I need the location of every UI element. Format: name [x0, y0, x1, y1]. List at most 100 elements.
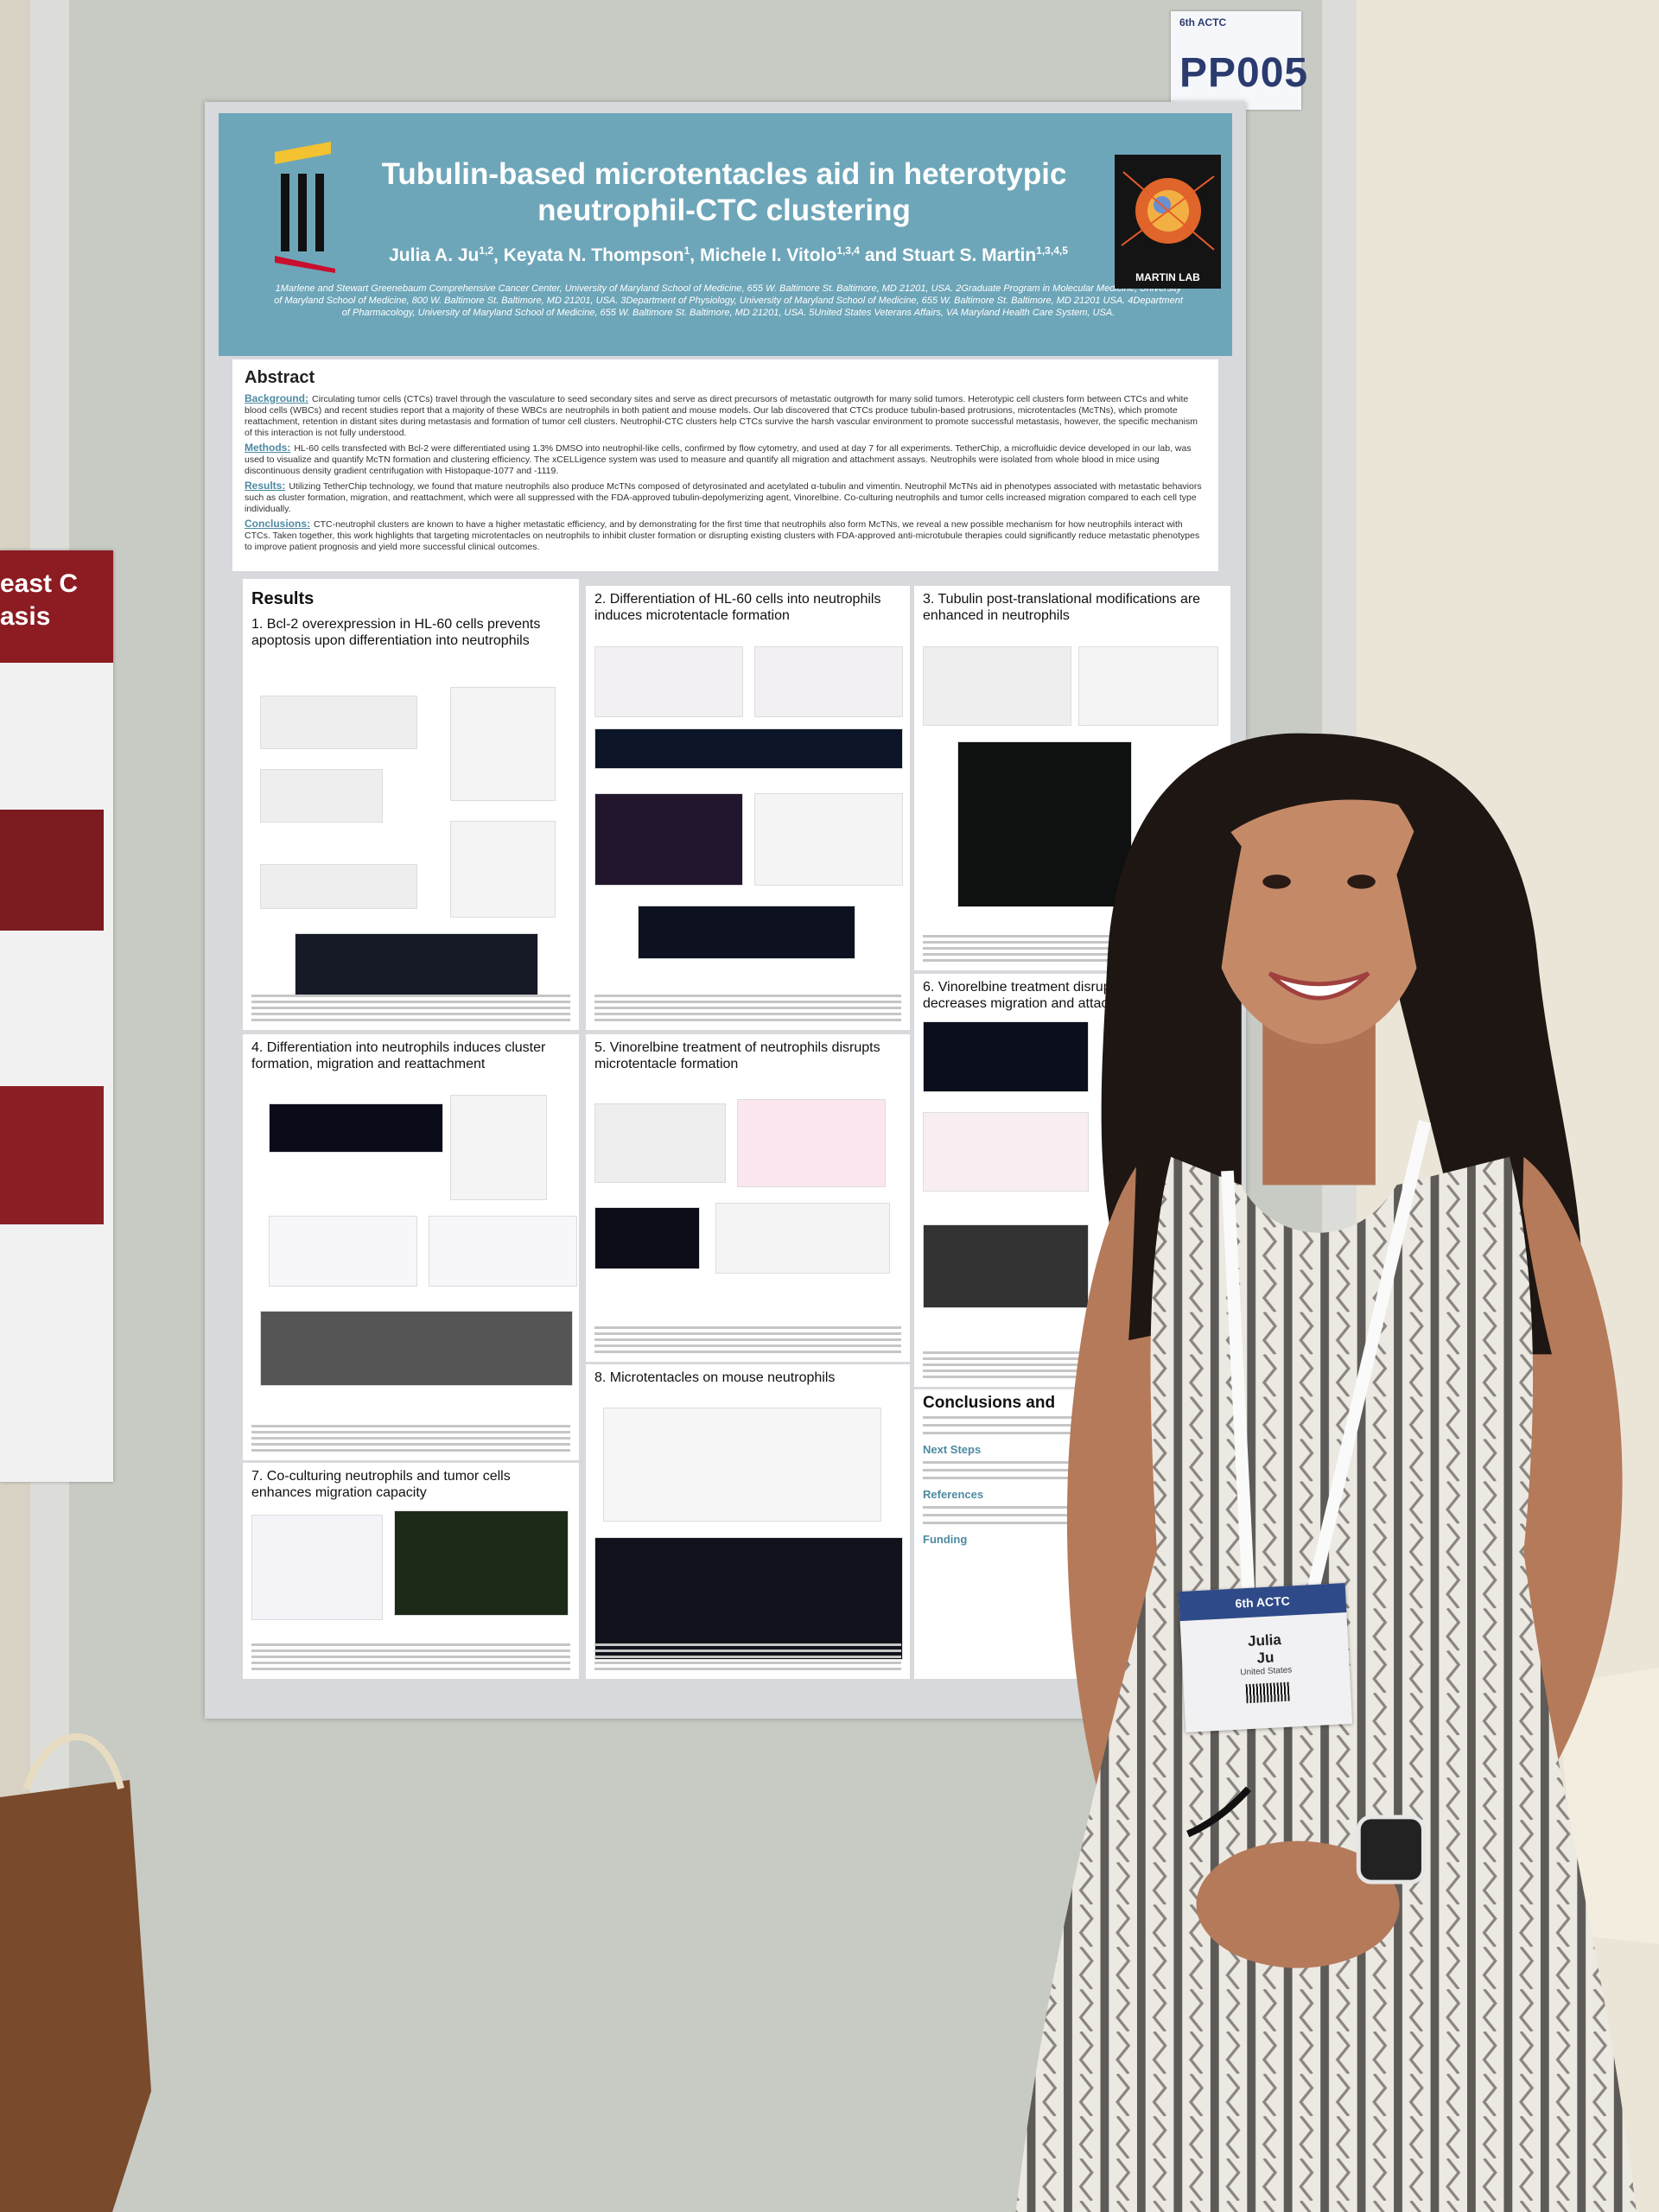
- abstract-text: HL-60 cells transfected with Bcl-2 were …: [245, 443, 1192, 476]
- caption-line: [923, 1370, 1222, 1372]
- bullet-line: [923, 1477, 1113, 1479]
- figure: [594, 646, 743, 717]
- figure: [957, 741, 1132, 907]
- caption-line: [594, 1351, 901, 1353]
- caption-line: [251, 1443, 570, 1446]
- caption-line: [251, 1643, 570, 1646]
- abstract-label: Results:: [245, 480, 286, 492]
- figure: [260, 696, 417, 749]
- figure: [715, 1203, 890, 1274]
- barcode: [1245, 1681, 1290, 1704]
- abstract-label: Methods:: [245, 442, 291, 454]
- figure: [754, 646, 903, 717]
- lab-logo-image: [1121, 171, 1215, 251]
- booth-label: 6th ACTC PP005: [1171, 11, 1307, 110]
- figure: [394, 1510, 569, 1616]
- bullet-line: [923, 1514, 1147, 1516]
- lanyard: [1221, 1120, 1432, 1596]
- figure: [923, 1021, 1089, 1092]
- caption-line: [594, 1332, 901, 1335]
- lab-name: MARTIN LAB: [1135, 271, 1200, 283]
- caption-line: [923, 1351, 1222, 1354]
- neighbor-title: east C: [0, 569, 79, 598]
- section-title: 3. Tubulin post-translational modificati…: [923, 592, 1201, 623]
- caption-line: [594, 1013, 901, 1015]
- author-name: and Stuart S. Martin: [859, 245, 1037, 265]
- author-name: Julia A. Ju: [389, 245, 480, 265]
- university-logo: [275, 142, 335, 273]
- abstract-text: CTC-neutrophil clusters are known to hav…: [245, 519, 1200, 552]
- result-panel: 4. Differentiation into neutrophils indu…: [243, 1034, 579, 1460]
- caption-line: [923, 935, 1222, 938]
- caption-line: [251, 1662, 570, 1664]
- caption-line: [594, 1656, 901, 1658]
- caption-line: [594, 1668, 901, 1670]
- bullet-line: [923, 1432, 1113, 1434]
- result-panel: 2. Differentiation of HL-60 cells into n…: [586, 586, 910, 1030]
- abstract-label: Background:: [245, 392, 309, 404]
- result-panel: 7. Co-culturing neutrophils and tumor ce…: [243, 1463, 579, 1679]
- results-heading: Results: [251, 589, 315, 608]
- hands: [1196, 1840, 1400, 1968]
- poster-header: Tubulin-based microtentacles aid in hete…: [219, 113, 1232, 356]
- conclusions-heading: Conclusions and: [923, 1394, 1056, 1412]
- figure: [450, 821, 556, 918]
- abstract-paragraph: Results: Utilizing TetherChip technology,…: [245, 480, 1206, 515]
- abstract: Abstract Background: Circulating tumor ce…: [232, 359, 1218, 571]
- bullet-line: [923, 1416, 1182, 1419]
- caption-line: [251, 1019, 570, 1021]
- caption-line: [923, 947, 1222, 950]
- figure: [737, 1099, 886, 1187]
- caption-line: [594, 995, 901, 997]
- figure: [594, 793, 743, 886]
- caption-line: [594, 1007, 901, 1009]
- figure: [260, 864, 417, 909]
- caption-line: [594, 1019, 901, 1021]
- bullet-line: [923, 1424, 1147, 1427]
- neighbor-title: asis: [0, 602, 51, 631]
- author-name: , Keyata N. Thompson: [493, 245, 684, 265]
- caption-line: [251, 1007, 570, 1009]
- figure: [603, 1408, 881, 1522]
- caption-line: [923, 941, 1222, 944]
- caption-line: [251, 1668, 570, 1670]
- figure: [923, 1112, 1089, 1192]
- lab-logo: MARTIN LAB: [1115, 155, 1221, 289]
- author-affiliation: 1,3,4,5: [1036, 245, 1068, 257]
- figure: [594, 1537, 903, 1660]
- booth-event: 6th ACTC: [1179, 16, 1227, 29]
- caption-line: [251, 1649, 570, 1652]
- caption-line: [251, 1437, 570, 1440]
- bullet-line: [923, 1461, 1182, 1464]
- caption-line: [923, 1357, 1222, 1360]
- caption-line: [251, 995, 570, 997]
- result-panel: 8. Microtentacles on mouse neutrophils: [586, 1364, 910, 1679]
- abstract-paragraph: Conclusions: CTC-neutrophil clusters are …: [245, 518, 1206, 553]
- author-name: , Michele I. Vitolo: [690, 245, 837, 265]
- figure: [594, 1103, 726, 1183]
- bracelet: [1186, 1786, 1251, 1838]
- neighbor-figure: [0, 1086, 104, 1224]
- conclusions-subheading: Funding: [923, 1533, 968, 1546]
- author-affiliation: 1,3,4: [836, 245, 860, 257]
- figure: [450, 687, 556, 801]
- booth-code: PP005: [1179, 50, 1309, 96]
- caption-line: [251, 1431, 570, 1433]
- poster-authors: Julia A. Ju1,2, Keyata N. Thompson1, Mic…: [322, 245, 1135, 266]
- figure: [450, 1095, 547, 1200]
- abstract-body: Background: Circulating tumor cells (CTCs…: [245, 393, 1206, 553]
- caption-line: [594, 1344, 901, 1347]
- section-title: 2. Differentiation of HL-60 cells into n…: [594, 592, 881, 623]
- bag-right: [1555, 1668, 1659, 1944]
- result-panel: 5. Vinorelbine treatment of neutrophils …: [586, 1034, 910, 1362]
- caption-line: [594, 1001, 901, 1003]
- figure: [251, 1515, 383, 1620]
- bag-strap: [22, 1733, 124, 1790]
- figure: [923, 1224, 1089, 1308]
- section-title: 5. Vinorelbine treatment of neutrophils …: [594, 1040, 880, 1071]
- caption-line: [923, 1376, 1222, 1378]
- caption-line: [594, 1662, 901, 1664]
- caption-line: [251, 1013, 570, 1015]
